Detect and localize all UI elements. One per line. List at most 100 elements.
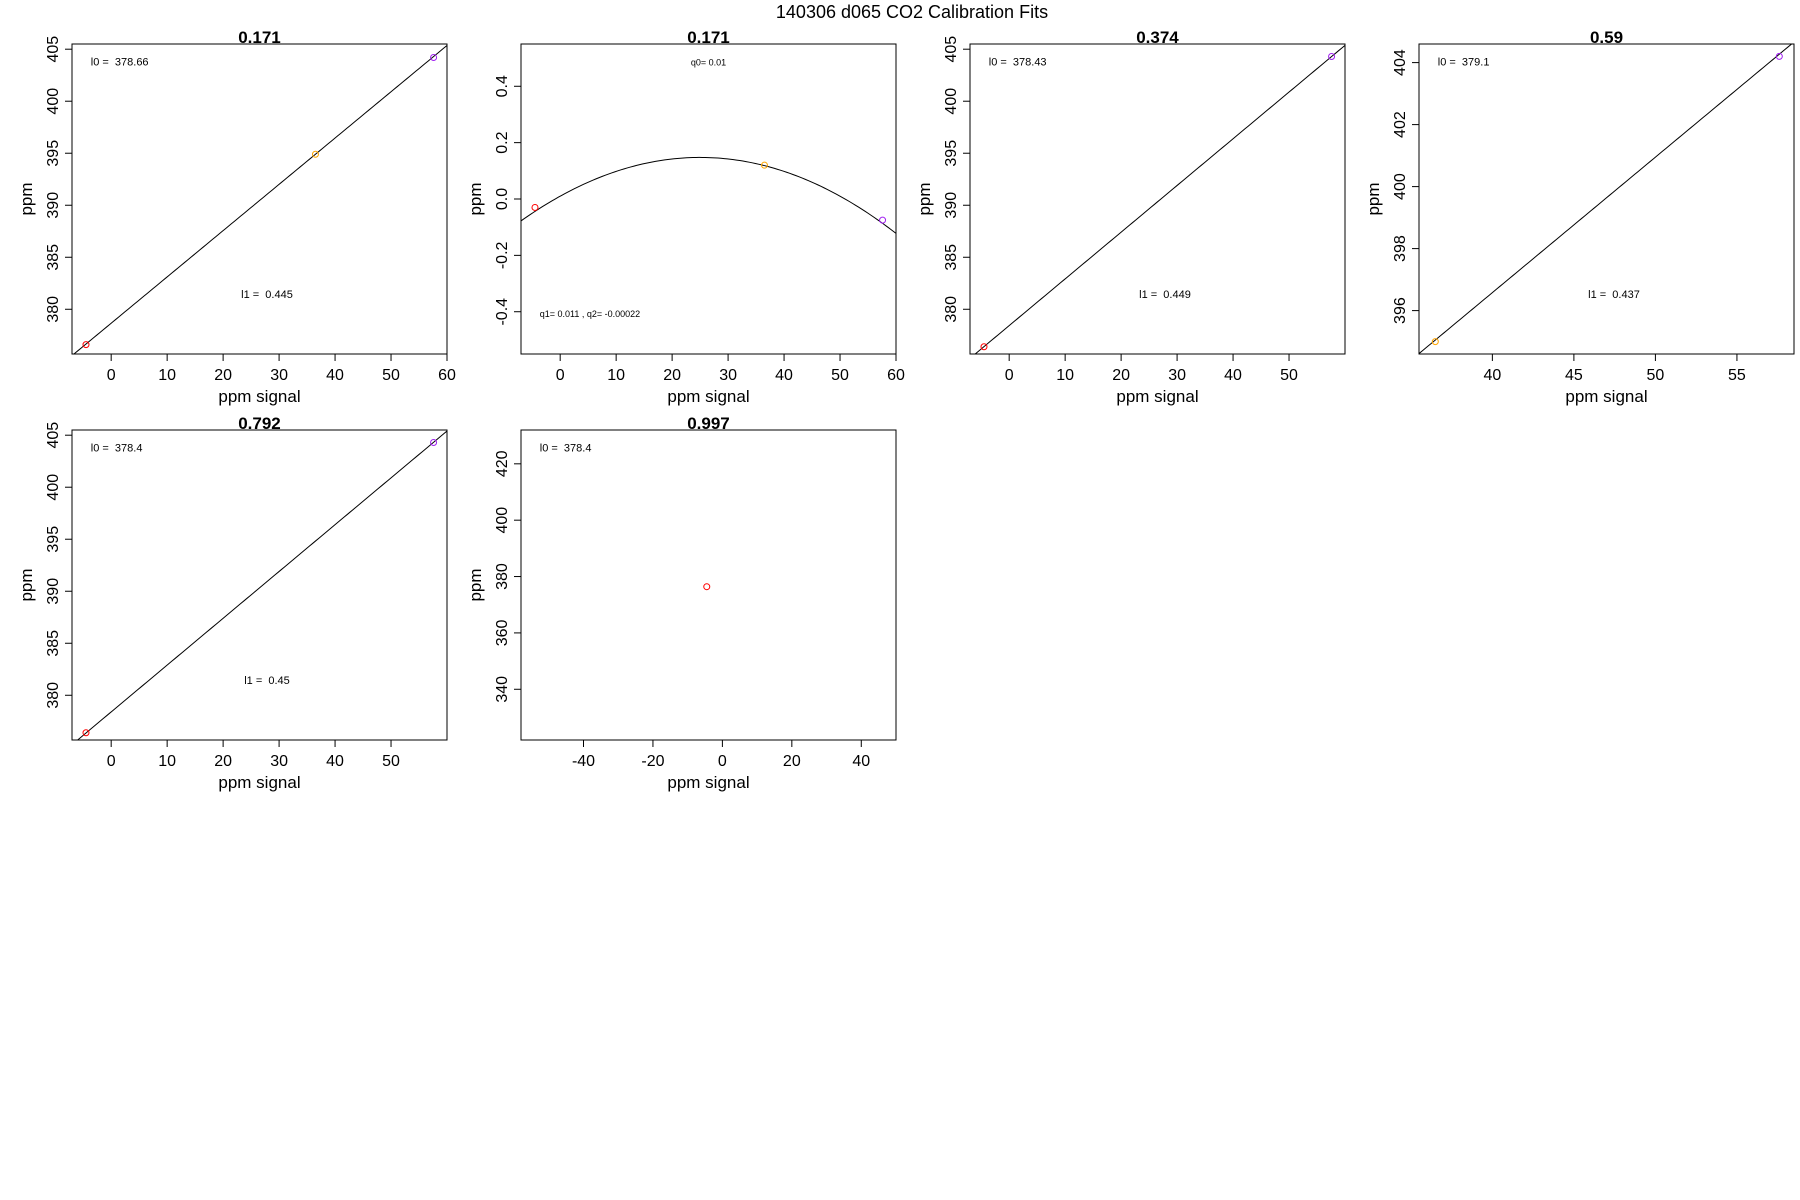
y-tick-label: 400	[943, 88, 960, 115]
x-axis-label: ppm signal	[667, 773, 749, 792]
fit-line	[76, 430, 447, 740]
y-tick-label: 385	[943, 244, 960, 271]
fit-line	[974, 44, 1345, 354]
plot-frame	[71, 429, 448, 741]
y-tick-label: 385	[45, 244, 62, 271]
x-tick-label: 0	[556, 367, 565, 384]
y-tick-label: -0.2	[494, 241, 511, 269]
y-axis-label: ppm	[17, 568, 36, 601]
x-tick-label: 10	[158, 753, 176, 770]
x-tick-label: -20	[641, 753, 664, 770]
plot-frame	[520, 43, 897, 355]
fit-annotation: l1 = 0.437	[1588, 289, 1640, 301]
data-point-3	[430, 54, 438, 62]
x-tick-label: 0	[718, 753, 727, 770]
x-tick-label: 30	[270, 753, 288, 770]
data-point-1	[531, 203, 539, 211]
x-tick-label: 40	[852, 753, 870, 770]
y-tick-label: 396	[1392, 297, 1409, 324]
y-tick-label: 400	[1392, 173, 1409, 200]
y-tick-label: 390	[45, 192, 62, 219]
x-tick-label: 50	[1280, 367, 1298, 384]
x-tick-label: 10	[158, 367, 176, 384]
y-axis-label: ppm	[466, 182, 485, 215]
y-tick-label: 380	[45, 296, 62, 323]
y-tick-label: 385	[45, 630, 62, 657]
y-axis-label: ppm	[1364, 182, 1383, 215]
x-tick-label: 30	[1168, 367, 1186, 384]
chart-panel-1: 0.171 0 10 20 30 40 50 60 ppm signal 380 385 390 395…	[17, 28, 456, 406]
x-axis-label: ppm signal	[218, 387, 300, 406]
panel-title: 0.171	[238, 28, 281, 47]
x-tick-label: 20	[214, 753, 232, 770]
data-point-2	[1775, 52, 1783, 60]
y-tick-label: 402	[1392, 111, 1409, 138]
x-tick-label: 30	[719, 367, 737, 384]
x-tick-label: -40	[572, 753, 595, 770]
data-point-2	[430, 438, 438, 446]
y-tick-label: 390	[45, 578, 62, 605]
y-tick-label: -0.4	[494, 298, 511, 326]
x-tick-label: 40	[1224, 367, 1242, 384]
fit-annotation: l0 = 378.4	[540, 443, 592, 455]
panel-title: 0.171	[687, 28, 730, 47]
x-axis-label: ppm signal	[218, 773, 300, 792]
data-point-2	[311, 150, 319, 158]
figure-title: 140306 d065 CO2 Calibration Fits	[776, 2, 1048, 22]
y-tick-label: 0.2	[494, 131, 511, 153]
panel-title: 0.59	[1590, 28, 1623, 47]
y-tick-label: 404	[1392, 49, 1409, 76]
y-tick-label: 400	[45, 88, 62, 115]
x-axis-label: ppm signal	[1565, 387, 1647, 406]
x-tick-label: 50	[831, 367, 849, 384]
x-tick-label: 45	[1565, 367, 1583, 384]
y-tick-label: 380	[943, 296, 960, 323]
chart-panel-2: 0.171 0 10 20 30 40 50 60 ppm signal -0.4 -0.2 0.0 0…	[466, 28, 905, 406]
fit-line	[73, 45, 447, 354]
x-tick-label: 0	[107, 367, 116, 384]
x-tick-label: 10	[1056, 367, 1074, 384]
y-tick-label: 380	[45, 682, 62, 709]
y-tick-label: 398	[1392, 235, 1409, 262]
panel-title: 0.997	[687, 414, 730, 433]
x-tick-label: 60	[438, 367, 456, 384]
y-tick-label: 395	[45, 140, 62, 167]
y-tick-label: 395	[943, 140, 960, 167]
plot-frame	[1418, 43, 1795, 355]
data-point-1	[82, 729, 90, 737]
fit-line	[1419, 44, 1793, 354]
y-tick-label: 0.4	[494, 75, 511, 97]
x-tick-label: 40	[326, 367, 344, 384]
y-tick-label: 340	[494, 676, 511, 703]
x-tick-label: 40	[775, 367, 793, 384]
plot-frame	[969, 43, 1346, 355]
y-tick-label: 400	[494, 507, 511, 534]
x-tick-label: 10	[607, 367, 625, 384]
data-point-3	[879, 216, 887, 224]
y-tick-label: 405	[45, 422, 62, 449]
y-tick-label: 405	[943, 36, 960, 63]
fit-annotation: l1 = 0.445	[241, 289, 293, 301]
y-tick-label: 405	[45, 36, 62, 63]
fit-annotation: l0 = 378.43	[989, 57, 1047, 69]
fit-annotation: q0= 0.01	[691, 58, 726, 68]
y-axis-label: ppm	[915, 182, 934, 215]
x-tick-label: 0	[107, 753, 116, 770]
x-tick-label: 55	[1728, 367, 1746, 384]
x-tick-label: 50	[382, 367, 400, 384]
fit-annotation: l1 = 0.45	[244, 675, 290, 687]
fit-annotation: l1 = 0.449	[1139, 289, 1191, 301]
chart-panel-4: 0.59 40 45 50 55 ppm signal 396 398 400 402 404 ppm…	[1364, 28, 1795, 406]
y-tick-label: 0.0	[494, 188, 511, 210]
data-point-2	[1328, 52, 1336, 60]
x-tick-label: 60	[887, 367, 905, 384]
data-point-1	[1431, 338, 1439, 346]
y-tick-label: 390	[943, 192, 960, 219]
x-tick-label: 50	[382, 753, 400, 770]
x-tick-label: 20	[663, 367, 681, 384]
chart-panel-3: 0.374 0 10 20 30 40 50 ppm signal 380 385 390 395 40…	[915, 28, 1346, 406]
data-point-1	[703, 583, 711, 591]
y-tick-label: 420	[494, 450, 511, 477]
x-tick-label: 40	[326, 753, 344, 770]
